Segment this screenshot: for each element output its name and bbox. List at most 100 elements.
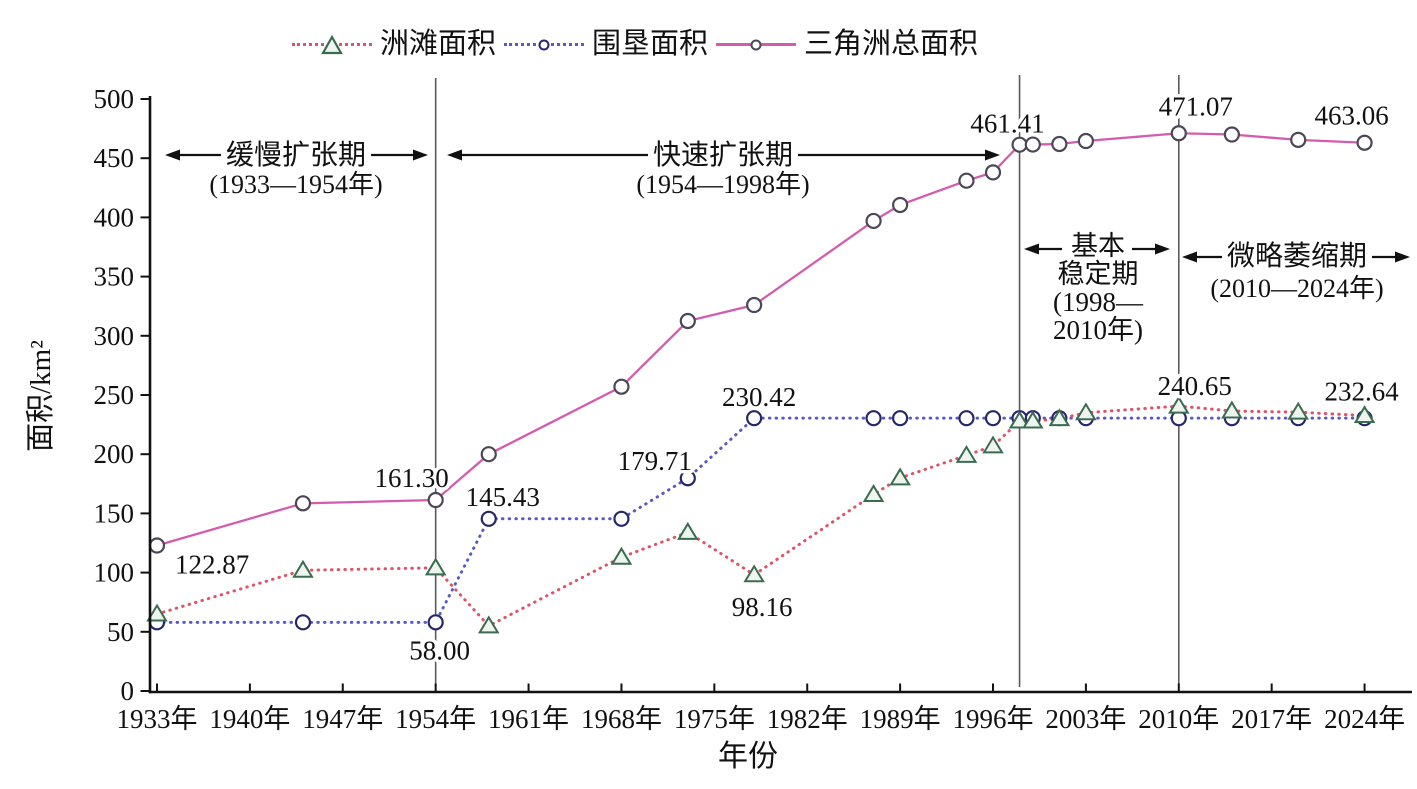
circle-marker-icon xyxy=(865,410,882,427)
legend-item-reclamation-area: 围垦面积 xyxy=(504,30,708,59)
y-tick-label: 250 xyxy=(94,380,135,410)
circle-marker-icon xyxy=(1170,125,1187,142)
annotation-label: 缓慢扩张期 xyxy=(226,139,366,171)
x-tick-label: 1968年 xyxy=(581,704,662,734)
y-tick-label: 100 xyxy=(94,558,135,588)
arrowhead-icon xyxy=(1024,243,1039,255)
y-tick-label: 300 xyxy=(94,321,135,351)
triangle-marker-icon xyxy=(1287,401,1309,420)
axes: 0 50 100 150 200 250 300 350 400 450 500 1933年 1940年… xyxy=(25,84,1412,773)
annotation-label: 快速扩张期 xyxy=(653,139,793,171)
triangle-marker-icon xyxy=(321,34,343,54)
x-tick-label: 2024年 xyxy=(1324,704,1405,734)
x-tick-label: 2010年 xyxy=(1138,704,1219,734)
circle-marker-icon xyxy=(1290,131,1307,148)
arrowhead-icon xyxy=(413,149,428,161)
data-label-reclamation-area-1978: 230.42 xyxy=(722,382,796,412)
triangle-marker-icon xyxy=(889,467,911,486)
delta-total-area-line-sample xyxy=(716,34,797,56)
annotation-slight-shrinkage: 微略萎缩期(2010—2024年) xyxy=(1182,240,1410,303)
circle-marker-icon xyxy=(427,614,444,631)
x-tick-label: 1947年 xyxy=(302,704,383,734)
circle-marker-icon xyxy=(750,39,762,50)
circle-marker-icon xyxy=(746,296,763,314)
annotation-slow-expansion: 缓慢扩张期(1933—1954年) xyxy=(165,139,428,199)
y-axis-title: 面积/km² xyxy=(25,340,57,452)
y-tick-label: 150 xyxy=(94,498,135,528)
reclamation-area-line-sample xyxy=(504,34,585,56)
circle-marker-icon xyxy=(480,510,497,527)
triangle-marker-icon xyxy=(677,521,699,540)
arrowhead-icon xyxy=(1395,251,1410,263)
annotation-range: (1933—1954年) xyxy=(209,170,382,199)
annotation-rapid-expansion: 快速扩张期(1954—1998年) xyxy=(447,139,1000,199)
circle-marker-icon xyxy=(613,378,630,395)
circle-marker-icon xyxy=(1356,134,1373,151)
x-tick-label: 1954年 xyxy=(395,704,476,734)
y-tick-label: 350 xyxy=(94,262,135,292)
arrowhead-icon xyxy=(1155,243,1170,255)
circle-marker-icon xyxy=(958,172,975,189)
arrowhead-icon xyxy=(1182,251,1197,263)
triangle-marker-icon xyxy=(862,484,885,502)
data-label-shoal-area-2024: 232.64 xyxy=(1324,377,1399,407)
y-tick-label: 50 xyxy=(107,617,134,647)
y-tick-label: 400 xyxy=(94,202,135,232)
circle-marker-icon xyxy=(1051,135,1068,153)
data-label-delta-total-area-1954: 161.30 xyxy=(375,463,449,493)
annotation-label-line: 基本 xyxy=(1071,231,1125,261)
circle-marker-icon xyxy=(984,410,1002,427)
triangle-marker-icon xyxy=(1022,410,1044,429)
annotation-label-bg xyxy=(648,140,798,170)
circle-marker-icon xyxy=(148,537,166,554)
triangle-marker-icon xyxy=(146,603,168,622)
data-label-shoal-area-2010: 240.65 xyxy=(1158,371,1232,401)
triangle-marker-icon xyxy=(1221,400,1243,419)
circle-marker-icon xyxy=(746,410,763,427)
annotation-label-line: 稳定期 xyxy=(1058,259,1139,289)
y-tick-label: 500 xyxy=(94,84,135,114)
circle-marker-icon xyxy=(865,212,882,230)
data-label-reclamation-area-1958: 145.43 xyxy=(466,482,540,512)
x-tick-label: 1989年 xyxy=(860,704,941,734)
annotation-label-line: (1998— xyxy=(1053,287,1144,317)
triangle-marker-icon xyxy=(1048,408,1071,427)
annotation-label-bg xyxy=(1222,241,1372,271)
data-label-reclamation-area-1973: 179.71 xyxy=(618,446,692,476)
circle-marker-icon xyxy=(1024,136,1041,153)
legend-item-delta-total-area: 三角洲总面积 xyxy=(716,30,978,59)
legend-item-shoal-area: 洲滩面积 xyxy=(292,30,496,59)
series-markers-delta-total-area xyxy=(148,125,1373,554)
y-tick-label: 200 xyxy=(94,439,135,469)
annotation-range: (2010—2024年) xyxy=(1210,274,1383,303)
arrowhead-icon xyxy=(985,149,1000,161)
triangle-marker-icon xyxy=(982,435,1004,454)
triangle-marker-icon xyxy=(1008,410,1031,429)
triangle-marker-icon xyxy=(610,546,633,565)
triangle-marker-icon xyxy=(424,557,447,576)
triangle-marker-icon xyxy=(477,615,500,634)
annotation-range: (1954—1998年) xyxy=(636,170,809,199)
arrowhead-icon xyxy=(165,149,180,161)
circle-marker-icon xyxy=(958,410,975,427)
circle-marker-icon xyxy=(613,510,630,527)
legend-label-delta-total-area: 三角洲总面积 xyxy=(804,28,979,60)
triangle-marker-icon xyxy=(743,564,765,583)
data-label-delta-total-area-1998: 461.41 xyxy=(970,109,1044,139)
triangle-marker-icon xyxy=(1353,405,1376,424)
legend-label-shoal-area: 洲滩面积 xyxy=(380,28,497,60)
circle-marker-icon xyxy=(679,312,696,330)
circle-marker-icon xyxy=(984,164,1002,181)
circle-marker-icon xyxy=(480,446,497,463)
data-label-delta-total-area-2010: 471.07 xyxy=(1159,91,1233,121)
x-tick-label: 2003年 xyxy=(1045,704,1126,734)
x-tick-label: 1940年 xyxy=(209,704,290,734)
circle-marker-icon xyxy=(1223,126,1240,143)
data-label-delta-total-area-1933: 122.87 xyxy=(175,550,249,580)
circle-marker-icon xyxy=(679,470,696,487)
x-tick-label: 2017年 xyxy=(1231,704,1312,734)
triangle-marker-icon xyxy=(955,444,978,463)
